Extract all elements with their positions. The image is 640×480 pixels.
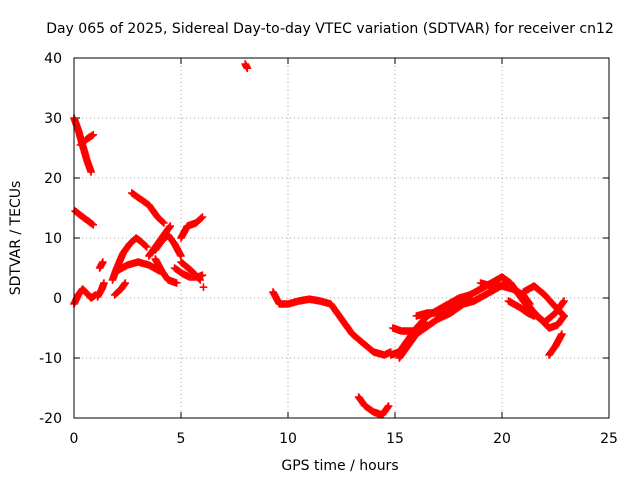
data-point — [466, 291, 474, 299]
y-tick-label: 40 — [44, 51, 62, 67]
data-point — [197, 214, 206, 222]
data-series — [151, 231, 185, 260]
data-series — [545, 330, 566, 359]
data-series — [127, 189, 168, 227]
y-axis-label: SDTVAR / TECUs — [8, 181, 24, 296]
data-series — [241, 60, 252, 72]
data-series — [93, 279, 108, 301]
data-point — [89, 131, 98, 139]
data-point — [172, 279, 181, 287]
data-point — [196, 276, 205, 284]
data-point — [559, 311, 567, 319]
data-series — [177, 213, 207, 242]
data-series — [412, 291, 474, 320]
data-point — [530, 312, 538, 320]
data-point — [99, 258, 107, 266]
data-points — [70, 60, 568, 419]
data-series — [269, 288, 395, 359]
x-tick-label: 10 — [279, 431, 297, 447]
data-point — [160, 219, 168, 227]
data-point — [525, 299, 533, 307]
data-series — [151, 255, 181, 287]
data-point — [141, 242, 150, 250]
y-tick-label: -10 — [39, 351, 62, 367]
data-point — [159, 218, 167, 226]
data-point — [560, 297, 568, 305]
x-tick-label: 20 — [493, 431, 511, 447]
data-series — [476, 279, 534, 308]
data-point — [558, 330, 566, 338]
y-tick-label: -20 — [39, 411, 62, 427]
data-series — [71, 207, 98, 229]
grid — [74, 58, 609, 418]
axes: 0 5 10 15 20 25 -20 -10 0 10 20 30 40 — [39, 51, 618, 447]
data-point — [142, 243, 151, 251]
data-series — [113, 258, 164, 275]
data-series — [108, 234, 151, 284]
data-series — [199, 283, 208, 291]
chart-title: Day 065 of 2025, Sidereal Day-to-day VTE… — [46, 21, 614, 37]
data-series — [76, 131, 98, 149]
x-tick-label: 5 — [177, 431, 186, 447]
y-tick-label: 0 — [53, 291, 62, 307]
y-tick-label: 10 — [44, 231, 62, 247]
x-tick-label: 15 — [386, 431, 404, 447]
data-point — [177, 252, 185, 260]
y-tick-label: 20 — [44, 171, 62, 187]
data-point — [383, 403, 392, 411]
x-axis-label: GPS time / hours — [281, 458, 398, 474]
x-tick-label: 25 — [600, 431, 618, 447]
data-point — [165, 223, 174, 231]
data-point — [384, 402, 393, 410]
data-point — [166, 222, 175, 230]
data-point — [100, 279, 108, 287]
data-series — [95, 258, 107, 272]
data-point — [526, 300, 534, 308]
data-point — [560, 312, 568, 320]
data-point — [198, 271, 207, 279]
data-series — [519, 282, 568, 320]
data-point — [243, 64, 252, 72]
data-point — [195, 275, 204, 283]
x-tick-label: 0 — [70, 431, 79, 447]
data-point — [121, 279, 130, 287]
data-point — [199, 283, 208, 291]
data-point — [87, 168, 95, 176]
data-point — [198, 213, 207, 221]
data-point — [89, 221, 98, 229]
data-series — [354, 393, 393, 419]
y-tick-label: 30 — [44, 111, 62, 127]
data-series — [110, 279, 130, 299]
data-series — [177, 258, 205, 284]
plot-frame — [73, 57, 610, 419]
data-series — [504, 297, 538, 320]
